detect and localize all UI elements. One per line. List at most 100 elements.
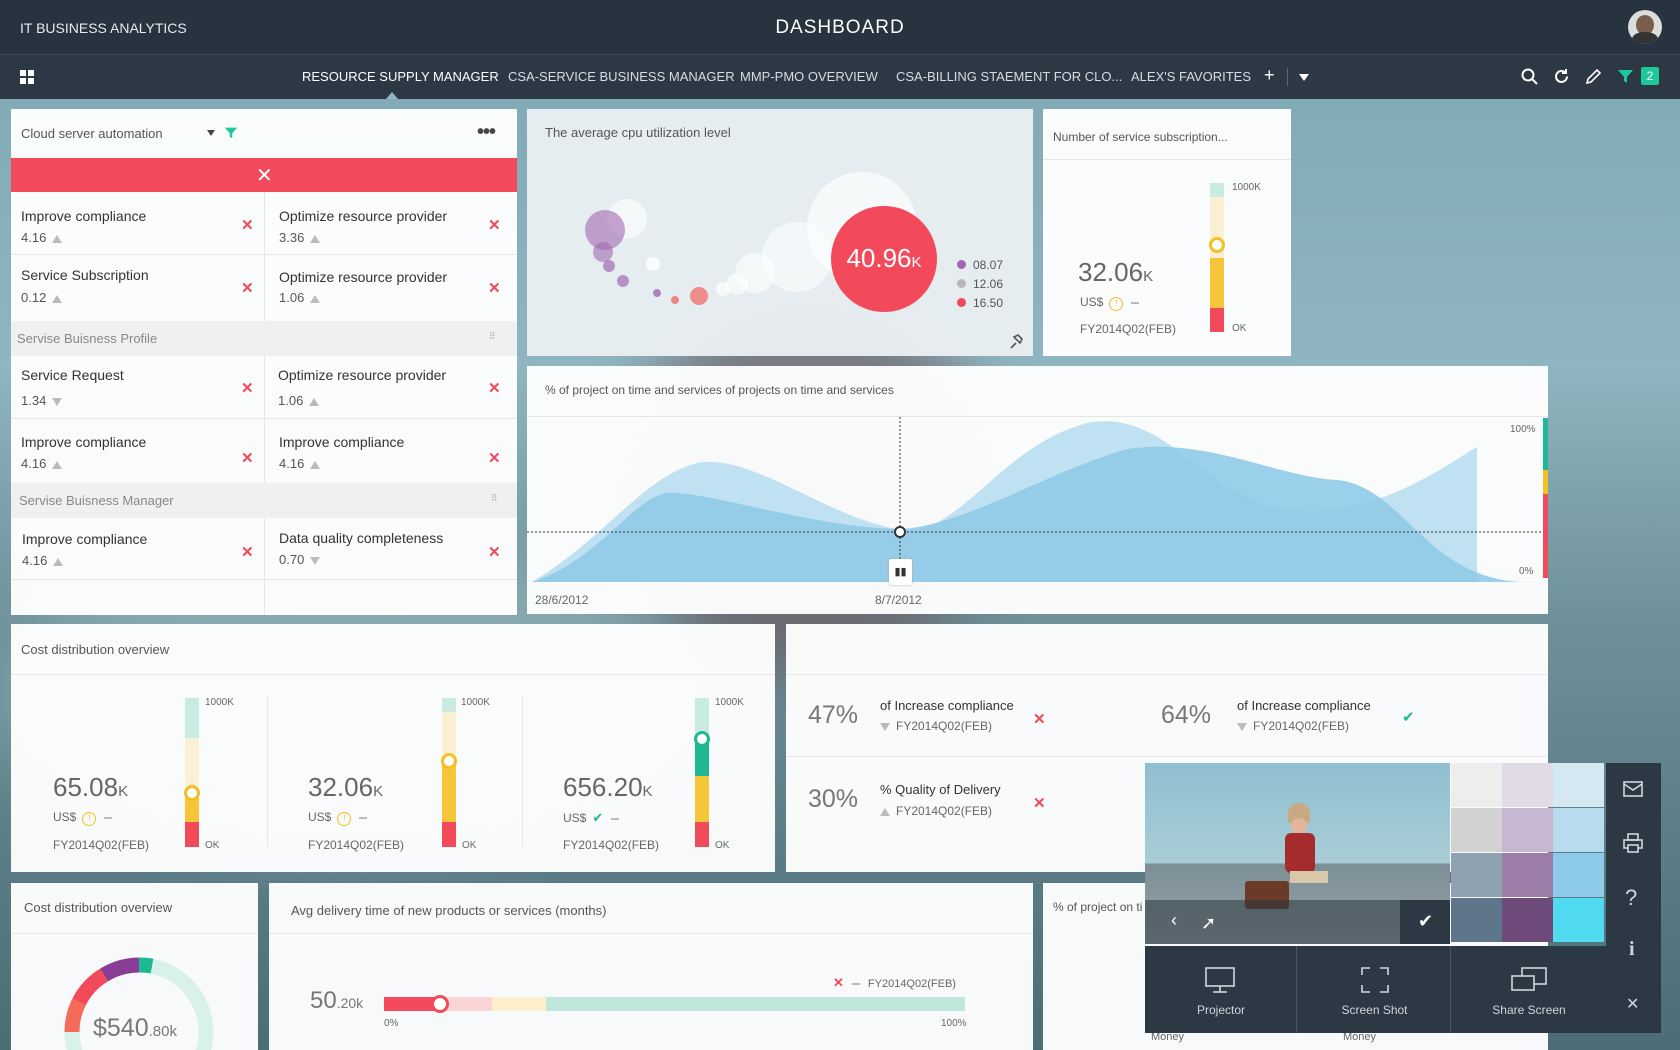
remove-icon[interactable]: ✕ [488, 450, 501, 467]
trend-down-icon [1237, 722, 1247, 731]
gauge-max: 1000K [461, 697, 490, 708]
tab-mmp-pmo-overview[interactable]: MMP-PMO OVERVIEW [740, 69, 878, 84]
help-icon[interactable]: ? [1625, 885, 1638, 910]
gauge-knob[interactable] [184, 785, 200, 801]
prev-icon[interactable]: ‹ [1171, 910, 1177, 930]
gauge-knob[interactable] [694, 731, 710, 747]
filter-count-badge: 2 [1641, 67, 1659, 85]
filter-icon[interactable] [224, 126, 238, 140]
bar-max: 100% [941, 1018, 967, 1029]
tab-alexs-favorites[interactable]: ALEX'S FAVORITES [1131, 69, 1252, 84]
info-icon[interactable]: i [1629, 938, 1635, 960]
trend-up-icon [880, 807, 890, 816]
kpi-value: 4.16 [279, 456, 321, 471]
gauge-max: 1000K [205, 697, 234, 708]
bubble [716, 282, 730, 296]
edit-icon[interactable] [1585, 68, 1602, 85]
section-title: Servise Buisness Manager [19, 493, 174, 508]
pin-icon[interactable] [1008, 333, 1024, 349]
app-title: IT BUSINESS ANALYTICS [20, 20, 187, 36]
photo-preview [1145, 763, 1450, 944]
gauge-min: OK [205, 840, 220, 851]
color-swatch[interactable] [1502, 763, 1553, 807]
share-screen-button[interactable]: Share Screen [1452, 946, 1606, 1033]
pause-button[interactable]: ▮▮ [889, 559, 912, 585]
search-icon[interactable] [1521, 68, 1538, 85]
kpi-value: 4.16 [21, 456, 63, 471]
mail-icon[interactable] [1623, 781, 1643, 797]
filter-icon[interactable] [1617, 68, 1634, 85]
x-axis-mid: 8/7/2012 [875, 593, 922, 607]
screenshot-button[interactable]: Screen Shot [1298, 946, 1451, 1033]
status-x-icon: ✕ [1033, 711, 1046, 728]
section-header[interactable]: Servise Buisness Profile ⠿ [11, 321, 517, 356]
period: FY2014Q02(FEB) [1080, 322, 1177, 336]
print-icon[interactable] [1623, 833, 1643, 853]
tab-csa-service-business-manager[interactable]: CSA-SERVICE BUSINESS MANAGER [508, 69, 735, 84]
remove-icon[interactable]: ✕ [241, 380, 254, 397]
tab-resource-supply-manager[interactable]: RESOURCE SUPPLY MANAGER [302, 69, 499, 84]
bar-min: 0% [384, 1018, 399, 1029]
close-icon[interactable]: ✕ [256, 165, 273, 187]
color-swatch[interactable] [1502, 808, 1553, 852]
color-swatch[interactable] [1502, 898, 1553, 942]
remove-icon[interactable]: ✕ [488, 217, 501, 234]
color-swatch[interactable] [1451, 763, 1502, 807]
color-swatch[interactable] [1553, 853, 1604, 897]
kpi-value: 4.16 [21, 230, 63, 245]
status-strip [1543, 418, 1548, 578]
remove-icon[interactable]: ✕ [488, 280, 501, 297]
subscriptions-card: Number of service subscription... 32.06K… [1043, 109, 1291, 356]
confirm-check-icon[interactable]: ✔ [1418, 911, 1434, 931]
scope-selector[interactable]: Cloud server automation [21, 125, 217, 145]
card-title: Cost distribution overview [21, 642, 170, 657]
bubble [726, 273, 748, 295]
remove-icon[interactable]: ✕ [241, 217, 254, 234]
add-tab-icon[interactable]: + [1264, 65, 1275, 85]
color-swatch[interactable] [1553, 898, 1604, 942]
color-swatch[interactable] [1553, 808, 1604, 852]
drag-handle-icon[interactable]: ⠿ [489, 331, 496, 341]
color-swatch[interactable] [1451, 808, 1502, 852]
overlay-sidebar: ? i ✕ [1606, 763, 1661, 1033]
kpi-value: 4.16 [22, 553, 64, 568]
remove-icon[interactable]: ✕ [488, 544, 501, 561]
user-avatar[interactable] [1628, 10, 1662, 44]
currency: US$! [308, 810, 368, 826]
section-header[interactable]: Servise Buisness Manager ⠿ [11, 483, 517, 518]
remove-icon[interactable]: ✕ [241, 280, 254, 297]
kpi-value: 1.34 [21, 393, 63, 408]
projector-button[interactable]: Projector [1145, 946, 1297, 1033]
delivery-bar [384, 997, 965, 1011]
period: FY2014Q02(FEB) [53, 838, 150, 852]
gauge-knob[interactable] [1209, 237, 1225, 253]
trend-up-icon [53, 557, 64, 566]
drag-handle-icon[interactable]: ⠿ [491, 493, 498, 503]
tabs-dropdown-icon[interactable] [1299, 74, 1309, 81]
cost-value: 32.06K [308, 772, 384, 802]
color-swatch[interactable] [1451, 853, 1502, 897]
close-icon[interactable]: ✕ [1626, 996, 1640, 1013]
trend-up-icon [52, 294, 63, 303]
delivery-knob[interactable] [431, 995, 449, 1013]
bubble [762, 222, 832, 292]
remove-icon[interactable]: ✕ [241, 544, 254, 561]
apps-grid-icon[interactable] [20, 70, 34, 84]
color-swatch[interactable] [1451, 898, 1502, 942]
alert-bar[interactable]: ✕ [11, 158, 517, 192]
kpi-label: Optimize resource provider [279, 269, 448, 285]
more-options-icon[interactable]: ••• [477, 121, 496, 143]
gauge-knob[interactable] [441, 753, 457, 769]
refresh-icon[interactable] [1553, 68, 1570, 85]
tab-csa-billing-statement[interactable]: CSA-BILLING STAEMENT FOR CLO... [896, 69, 1123, 84]
bubble [603, 260, 615, 272]
gauge-max: 1000K [1232, 182, 1261, 193]
card-title: % of project on time and services of pro… [545, 383, 894, 397]
remove-icon[interactable]: ✕ [241, 450, 254, 467]
trend-up-icon [310, 294, 321, 303]
legend-item: 12.06 [957, 275, 1003, 294]
color-swatch[interactable] [1553, 763, 1604, 807]
remove-icon[interactable]: ✕ [488, 380, 501, 397]
color-swatch[interactable] [1502, 853, 1553, 897]
gauge-bar [1210, 183, 1224, 332]
